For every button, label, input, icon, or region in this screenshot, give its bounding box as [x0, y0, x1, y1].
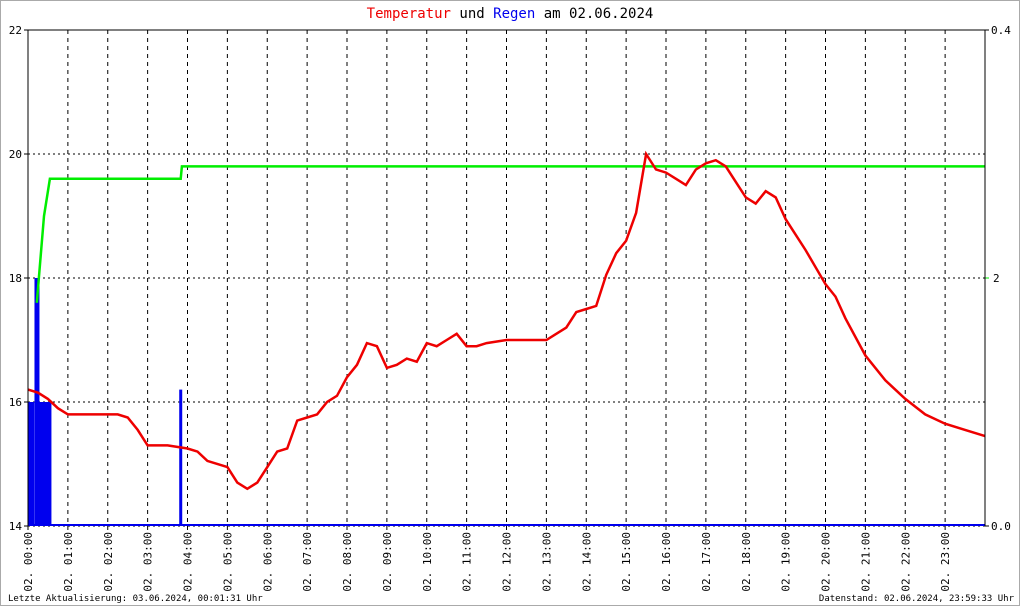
series-line	[35, 165, 985, 303]
x-tick-label: 02. 05:00	[221, 532, 234, 592]
x-tick-label: 02. 20:00	[820, 532, 833, 592]
y3-tick-label: 2	[993, 272, 1000, 285]
x-tick-label: 02. 02:00	[102, 532, 115, 592]
x-tick-label: 02. 16:00	[660, 532, 673, 592]
x-tick-label: 02. 01:00	[62, 532, 75, 592]
rain-bar	[46, 402, 50, 526]
rain-bar	[36, 278, 40, 526]
title-date: am 02.06.2024	[544, 6, 654, 22]
rain-bar	[28, 402, 32, 526]
x-tick-label: 02. 09:00	[381, 532, 394, 592]
x-tick-label: 02. 06:00	[261, 532, 274, 592]
y-tick-label: 16	[9, 396, 22, 409]
chart-title: Temperatur und Regen am 02.06.2024	[367, 6, 654, 22]
x-tick-label: 02. 03:00	[142, 532, 155, 592]
y2-tick-label: 0.0	[991, 520, 1011, 533]
y-tick-label: 14	[9, 520, 23, 533]
series-line	[27, 150, 986, 491]
footer-left: Letzte Aktualisierung: 03.06.2024, 00:01…	[8, 594, 263, 604]
y-tick-label: 20	[9, 148, 22, 161]
x-tick-label: 02. 23:00	[939, 532, 952, 592]
x-tick-label: 02. 07:00	[301, 532, 314, 592]
y-tick-label: 22	[9, 24, 22, 37]
x-tick-label: 02. 17:00	[700, 532, 713, 592]
y-tick-label: 18	[9, 272, 22, 285]
y2-tick-label: 0.4	[991, 24, 1011, 37]
x-tick-label: 02. 13:00	[540, 532, 553, 592]
rain-bar	[31, 402, 35, 526]
title-rain: Regen	[493, 6, 535, 22]
title-and: und	[459, 6, 484, 22]
footer-right: Datenstand: 02.06.2024, 23:59:33 Uhr	[819, 594, 1015, 604]
x-tick-label: 02. 15:00	[620, 532, 633, 592]
title-temp: Temperatur	[367, 6, 451, 22]
rain-bar	[40, 402, 44, 526]
rain-bar	[34, 278, 38, 526]
x-tick-label: 02. 12:00	[501, 532, 514, 592]
x-tick-label: 02. 14:00	[580, 532, 593, 592]
rain-bar	[42, 402, 46, 526]
x-tick-label: 02. 21:00	[859, 532, 872, 592]
x-tick-label: 02. 11:00	[461, 532, 474, 592]
x-tick-label: 02. 22:00	[899, 532, 912, 592]
x-tick-label: 02. 08:00	[341, 532, 354, 592]
x-tick-label: 02. 10:00	[421, 532, 434, 592]
x-tick-label: 02. 04:00	[182, 532, 195, 592]
x-tick-label: 02. 00:00	[22, 532, 35, 592]
rain-bar	[44, 402, 48, 526]
x-tick-label: 02. 19:00	[780, 532, 793, 592]
rain-bar	[48, 402, 52, 526]
rain-bar	[38, 402, 42, 526]
rain-bar	[179, 389, 183, 526]
x-tick-label: 02. 18:00	[740, 532, 753, 592]
